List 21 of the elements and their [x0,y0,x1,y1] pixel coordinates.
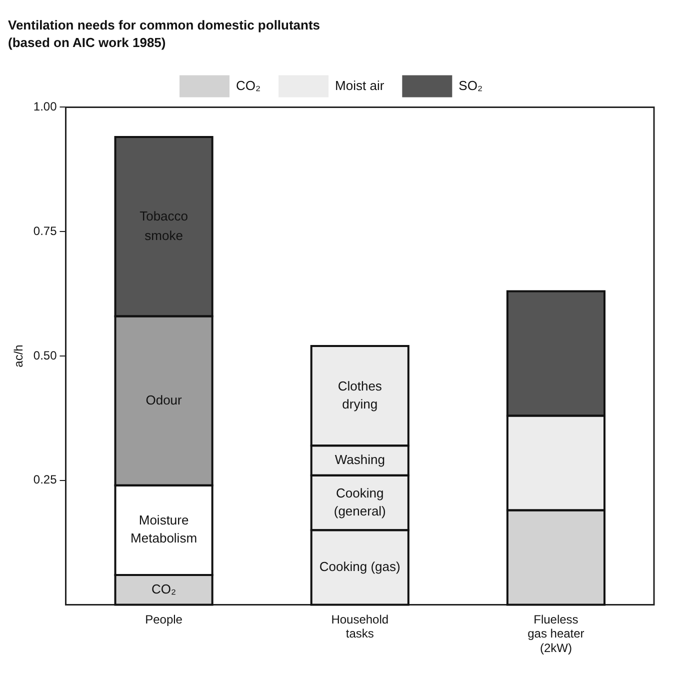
chart-subtitle: (based on AIC work 1985) [8,34,166,50]
legend-label: CO₂ [236,78,261,93]
chart-title: Ventilation needs for common domestic pollutants [8,17,320,32]
legend-label: Moist air [335,78,385,93]
y-tick-label: 0.75 [33,224,58,238]
data-label: Odour [146,392,183,408]
data-label: Cooking (general) [334,485,386,518]
y-axis-title: ac/h [12,344,26,368]
x-tick-label: Household tasks [331,612,389,641]
data-label: Moisture Metabolism [130,512,198,546]
y-tick-label: 1.00 [33,100,58,114]
x-tick-label: People [145,612,183,626]
data-label: Cooking (gas) [319,559,400,574]
data-label: Tobacco smoke [140,208,188,244]
data-label: CO₂ [152,581,176,596]
y-tick-label: 0.25 [33,472,58,487]
data-label: Clothes drying [338,378,382,412]
legend-label: SO₂ [458,78,483,93]
y-tick-label: 0.50 [33,348,58,362]
data-label: Washing [334,452,385,468]
x-tick-label: Flueless gas heater (2kW) [528,612,584,656]
